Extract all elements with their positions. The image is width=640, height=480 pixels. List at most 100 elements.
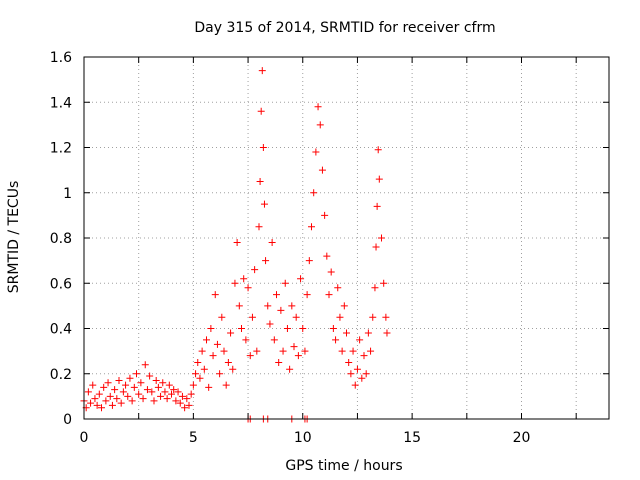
data-point <box>332 336 340 344</box>
data-point <box>288 302 296 310</box>
data-point <box>259 144 267 151</box>
y-axis: 0 0.2 0.4 0.6 0.8 1 1.2 1.4 1.6 <box>50 50 609 428</box>
data-point <box>91 395 99 403</box>
data-point <box>194 358 202 366</box>
y-tick-label: 1.4 <box>50 95 72 111</box>
data-point <box>133 370 140 378</box>
data-point <box>314 103 322 111</box>
data-point <box>325 291 333 299</box>
data-point <box>356 336 364 344</box>
data-point <box>154 383 162 391</box>
data-point <box>273 291 280 299</box>
data-point <box>181 404 189 412</box>
data-point <box>338 347 346 355</box>
data-point <box>303 291 311 299</box>
data-point <box>124 392 132 400</box>
data-point <box>159 379 167 387</box>
data-point <box>209 352 217 360</box>
data-point <box>281 279 289 287</box>
data-point <box>353 365 361 373</box>
data-point <box>358 374 366 382</box>
y-tick-label: 0 <box>63 412 72 428</box>
data-point <box>84 388 92 396</box>
data-point <box>135 390 143 398</box>
data-point <box>122 381 130 389</box>
data-point <box>168 390 175 398</box>
data-point <box>312 148 320 156</box>
data-point <box>347 370 355 378</box>
data-point <box>264 302 272 310</box>
y-tick-label: 1 <box>63 186 72 202</box>
x-tick-label: 15 <box>403 430 421 446</box>
plot-frame <box>83 56 610 420</box>
data-point <box>262 257 270 265</box>
data-point <box>126 374 134 382</box>
data-point <box>163 395 171 403</box>
x-axis-title: GPS time / hours <box>285 458 402 474</box>
data-point <box>294 352 302 360</box>
data-point <box>255 223 263 231</box>
data-point <box>343 329 350 337</box>
x-axis: 0 5 10 15 20 <box>80 57 577 446</box>
data-point <box>382 313 390 321</box>
data-point <box>329 325 337 332</box>
data-point <box>157 392 165 400</box>
data-point <box>108 401 116 409</box>
data-point <box>275 358 283 366</box>
data-point <box>251 266 259 274</box>
x-tick-label: 20 <box>513 430 531 446</box>
data-point <box>383 329 391 337</box>
data-point <box>260 200 268 208</box>
x-tick-label: 10 <box>294 430 312 446</box>
data-point <box>327 268 335 276</box>
data-point <box>146 372 154 380</box>
data-point <box>336 313 344 321</box>
data-point <box>367 347 375 355</box>
data-point <box>248 313 256 321</box>
data-point <box>268 239 276 247</box>
chart-title: Day 315 of 2014, SRMTID for receiver cfr… <box>194 20 495 36</box>
data-point <box>240 275 248 283</box>
data-point <box>235 302 243 310</box>
y-tick-label: 1.2 <box>50 141 72 157</box>
data-point <box>207 325 215 332</box>
data-point <box>104 379 112 387</box>
data-point <box>141 361 149 369</box>
data-point <box>351 381 359 389</box>
data-points <box>80 67 391 412</box>
data-point <box>170 386 178 394</box>
data-point <box>211 291 219 299</box>
data-point <box>192 370 200 378</box>
y-tick-label: 0.8 <box>50 231 72 247</box>
data-point <box>174 388 182 396</box>
data-point <box>231 279 239 287</box>
data-point <box>349 347 357 355</box>
data-point <box>198 347 206 355</box>
data-point <box>279 347 287 355</box>
data-point <box>242 336 250 344</box>
data-point <box>98 404 105 412</box>
data-point <box>364 329 372 337</box>
data-point <box>128 397 136 405</box>
data-point <box>87 399 95 407</box>
data-point <box>100 383 108 391</box>
y-tick-label: 0.2 <box>50 367 72 383</box>
data-point <box>183 395 191 403</box>
data-point <box>360 352 368 360</box>
data-point <box>218 313 226 321</box>
data-point <box>345 358 353 366</box>
data-point <box>246 352 254 360</box>
data-point <box>143 386 151 394</box>
data-point <box>380 279 388 287</box>
data-point <box>115 377 123 385</box>
data-point <box>238 325 245 332</box>
data-point <box>176 399 184 407</box>
data-point <box>256 177 264 185</box>
data-point <box>277 306 285 314</box>
data-point <box>216 370 224 378</box>
data-point <box>266 320 274 328</box>
data-point <box>95 390 103 398</box>
data-point <box>185 401 193 409</box>
data-point <box>290 343 298 351</box>
